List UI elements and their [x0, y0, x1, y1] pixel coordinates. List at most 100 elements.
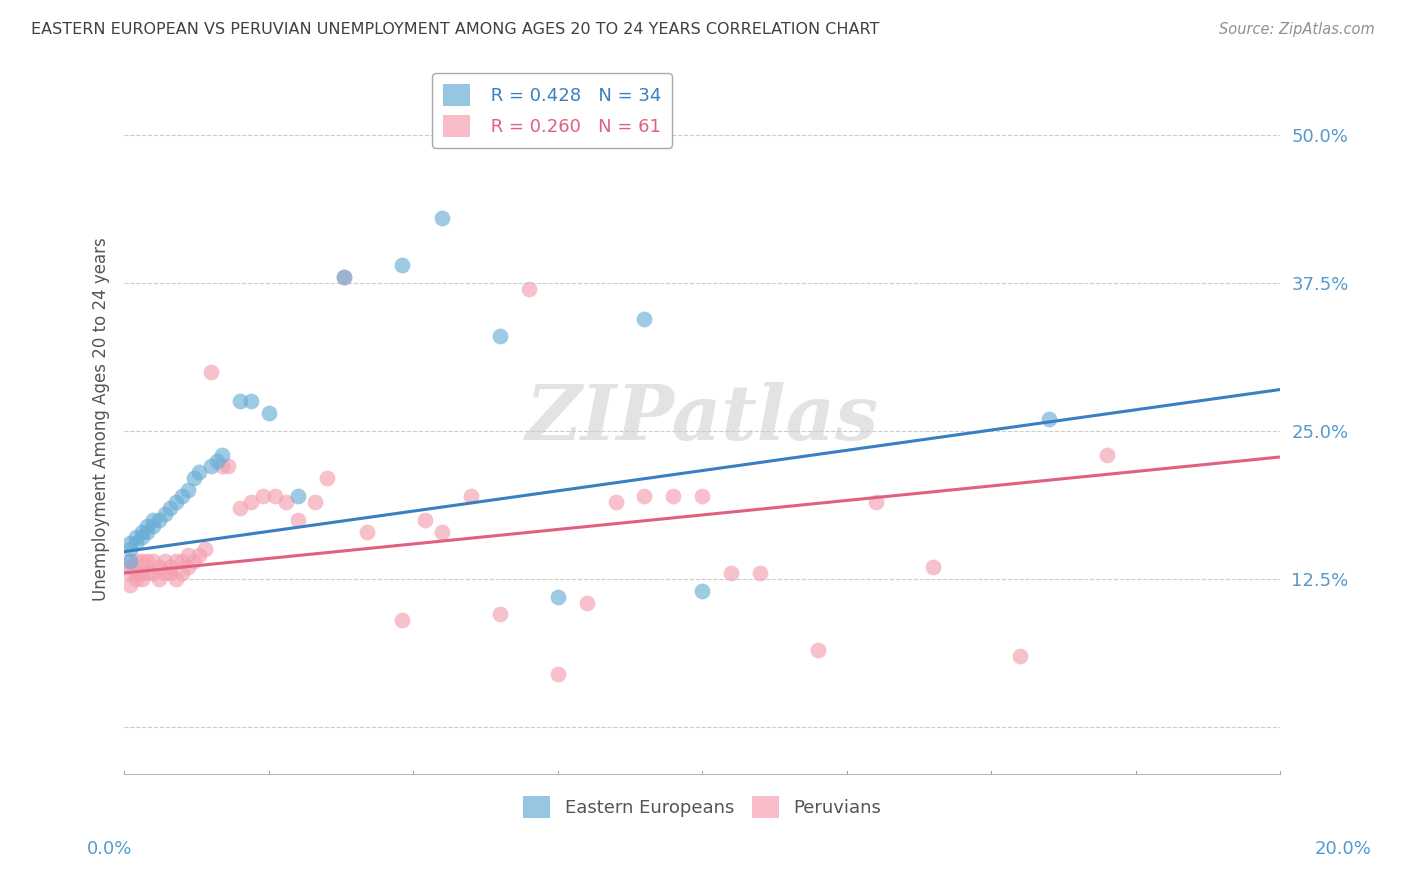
Point	[1038, 412, 1060, 426]
Point	[690, 583, 713, 598]
Point	[159, 500, 181, 515]
Point	[125, 536, 148, 550]
Point	[460, 489, 482, 503]
Point	[865, 495, 887, 509]
Point	[136, 566, 159, 580]
Point	[229, 394, 252, 409]
Point	[575, 595, 598, 609]
Point	[200, 365, 222, 379]
Point	[315, 471, 337, 485]
Text: 0.0%: 0.0%	[87, 840, 132, 858]
Point	[257, 406, 280, 420]
Point	[690, 489, 713, 503]
Point	[125, 554, 148, 568]
Point	[125, 572, 148, 586]
Point	[153, 566, 176, 580]
Point	[118, 560, 141, 574]
Point	[131, 524, 153, 539]
Point	[142, 513, 165, 527]
Point	[356, 524, 378, 539]
Point	[922, 560, 945, 574]
Point	[153, 507, 176, 521]
Point	[118, 566, 141, 580]
Point	[633, 311, 655, 326]
Point	[131, 531, 153, 545]
Point	[211, 459, 233, 474]
Point	[489, 329, 512, 343]
Legend: Eastern Europeans, Peruvians: Eastern Europeans, Peruvians	[516, 789, 889, 825]
Point	[153, 554, 176, 568]
Point	[205, 453, 228, 467]
Point	[170, 566, 193, 580]
Point	[148, 513, 170, 527]
Point	[159, 560, 181, 574]
Point	[430, 211, 453, 225]
Point	[136, 554, 159, 568]
Point	[183, 554, 205, 568]
Point	[183, 471, 205, 485]
Point	[430, 524, 453, 539]
Point	[136, 518, 159, 533]
Point	[200, 459, 222, 474]
Point	[287, 513, 309, 527]
Point	[118, 536, 141, 550]
Point	[1010, 648, 1032, 663]
Point	[118, 542, 141, 557]
Point	[118, 578, 141, 592]
Point	[489, 607, 512, 622]
Point	[131, 572, 153, 586]
Point	[188, 466, 211, 480]
Point	[131, 554, 153, 568]
Point	[159, 566, 181, 580]
Point	[274, 495, 297, 509]
Point	[413, 513, 436, 527]
Point	[165, 554, 187, 568]
Point	[605, 495, 627, 509]
Point	[240, 495, 263, 509]
Point	[240, 394, 263, 409]
Point	[125, 566, 148, 580]
Point	[142, 518, 165, 533]
Point	[263, 489, 285, 503]
Point	[391, 613, 413, 627]
Text: EASTERN EUROPEAN VS PERUVIAN UNEMPLOYMENT AMONG AGES 20 TO 24 YEARS CORRELATION : EASTERN EUROPEAN VS PERUVIAN UNEMPLOYMEN…	[31, 22, 879, 37]
Point	[517, 282, 540, 296]
Point	[333, 270, 356, 285]
Point	[131, 566, 153, 580]
Point	[391, 258, 413, 272]
Point	[194, 542, 217, 557]
Point	[304, 495, 326, 509]
Point	[547, 590, 569, 604]
Point	[177, 548, 200, 562]
Point	[217, 459, 239, 474]
Text: Source: ZipAtlas.com: Source: ZipAtlas.com	[1219, 22, 1375, 37]
Point	[142, 554, 165, 568]
Text: 20.0%: 20.0%	[1315, 840, 1371, 858]
Point	[177, 560, 200, 574]
Point	[633, 489, 655, 503]
Point	[188, 548, 211, 562]
Point	[807, 643, 830, 657]
Text: ZIPatlas: ZIPatlas	[526, 382, 879, 456]
Point	[177, 483, 200, 497]
Point	[333, 270, 356, 285]
Point	[720, 566, 742, 580]
Point	[252, 489, 274, 503]
Point	[662, 489, 685, 503]
Point	[118, 554, 141, 568]
Point	[148, 572, 170, 586]
Point	[142, 566, 165, 580]
Point	[118, 554, 141, 568]
Point	[287, 489, 309, 503]
Point	[749, 566, 772, 580]
Point	[170, 489, 193, 503]
Point	[148, 560, 170, 574]
Point	[547, 666, 569, 681]
Point	[211, 448, 233, 462]
Point	[125, 531, 148, 545]
Point	[1095, 448, 1118, 462]
Point	[165, 572, 187, 586]
Point	[170, 554, 193, 568]
Point	[136, 524, 159, 539]
Y-axis label: Unemployment Among Ages 20 to 24 years: Unemployment Among Ages 20 to 24 years	[93, 237, 110, 601]
